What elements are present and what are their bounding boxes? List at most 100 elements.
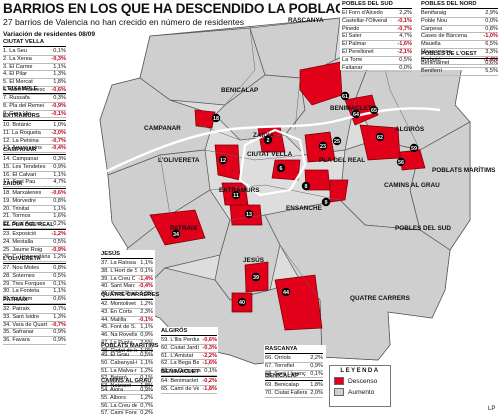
barrio-variation: -0,3% [202,344,217,351]
barrio-marker-11: 11 [231,190,241,200]
barrio-name: 33. Sant Isidre [3,313,40,320]
table-pobles-del-sud: POBLES DEL SUD El Forn d'Alcedo 2,2% Castel… [342,1,412,73]
barrio-variation: 1,1% [53,288,66,295]
barrio-name: 30. La Fonteta [3,288,40,295]
barrio-name: 44. Malilla [101,316,127,323]
table-row: 4. El Pilar 1,3% [3,71,66,80]
barrio-name: Mauella [421,41,441,48]
barrio-variation: -1,2% [51,231,66,237]
table-row: 6. Sant Francesc -0,6% [3,87,66,95]
barrio-variation: 1,2% [53,254,66,261]
table-patraix: PATRAIX 32. Patraix 0,7% 33. Sant Isidre 1,3… [3,297,66,345]
barrio-variation: -2,4% [483,56,498,63]
barrio-name: 26. C. Universitària [3,254,51,261]
barrio-variation: 0,1% [140,267,153,274]
barrio-variation: 0,0% [399,64,412,71]
barrio-variation: -0,6% [202,337,217,343]
district-label-camins-al-grau: CAMINS AL GRAU [384,182,440,189]
barrio-variation: 2,5% [140,339,153,346]
barrio-name: 38. L'Hort de Senabre [101,267,138,274]
legend-item-aumento: Aumento [334,388,390,396]
legend-swatch-gray [334,388,344,396]
table-olivereta: L'OLIVERETA 27. Nou Moles 0,8% 28. Soternes… [3,256,66,304]
barrio-variation: 0,9% [53,329,66,336]
barrio-name: Pinedo [342,25,360,32]
barrio-name: 13. Arrancapins [3,145,42,152]
barrio-variation: 3,3% [485,48,498,55]
barrio-name: 51. La Malva-rosa [101,367,137,374]
barrio-marker-40: 40 [237,297,247,307]
barrio-name: 20. Trinitat [3,205,30,212]
barrio-variation: 2,0% [310,389,323,396]
barrio-variation: 2,3% [140,308,153,315]
table-pla-del-real: EL PLA DEL REAL 23. Exposició -1,2% 24. Mes… [3,222,66,263]
table-row: 13. Arrancapins -0,4% [3,145,66,154]
barrio-variation: 1,2% [140,301,153,307]
barrio-variation: 1,1% [140,324,153,331]
barrio-name: 66. Orriols [265,355,291,361]
barrio-variation: 0,1% [310,370,323,377]
barrio-variation: -2,0% [51,129,66,136]
barrio-patch-18 [194,109,216,129]
table-row: 60. Ciutat Jardí -0,3% [161,345,217,353]
table-row: 53. Natzaret 1,8% [101,383,153,391]
barrio-marker-34: 34 [171,229,181,239]
table-pobles-de-l-oest: POBLES DE L'OEST Benimàmet 0,6% Beniferri 5,… [421,51,498,76]
svg-text:56: 56 [398,160,404,166]
barrio-name: Benifaraig [421,10,447,16]
barrio-variation: 1,8% [53,79,66,86]
barrio-name: 36. Favara [3,337,30,344]
barrio-name: 67. Torrefiel [265,362,295,369]
district-label-benimaclet: BENIMACLET [330,105,372,112]
table-header: BENICALAP [265,373,323,381]
barrio-variation: 5,5% [485,67,498,74]
barrio-variation: -0,7% [51,321,66,328]
table-header: POBLES DEL SUD [342,1,412,9]
barrio-name: 5. El Mercat [3,79,33,86]
barrio-variation: 0,8% [53,265,66,271]
svg-text:12: 12 [220,158,226,164]
table-row: El Perellonet -2,1% [342,49,412,57]
barrio-patch-12 [214,144,241,181]
table-row: La Torre 0,5% [342,57,412,65]
table-header: L'EIXAMPLE [3,86,66,94]
barrio-name: 68. Sant Llorenç [265,370,306,377]
barrio-name: 1. La Seu [3,48,27,54]
barrio-name: 47. La Punta [101,339,133,346]
table-row: 22. Sant Antoni 0,2% [3,221,66,229]
barrio-marker-64: 64 [351,109,361,119]
svg-text:8: 8 [305,184,308,190]
barrio-variation: 0,9% [140,387,153,393]
barrio-name: 11. La Roqueta [3,129,41,136]
table-row: 2. La Xerea -0,3% [3,56,66,64]
table-header: ALGIRÓS [161,328,217,336]
barrio-name: El Perellonet [342,48,374,55]
barrio-marker-56: 56 [396,157,406,167]
barrio-name: El Forn d'Alcedo [342,10,383,16]
barrio-variation: 0,5% [53,238,66,245]
barrio-variation: 1,1% [53,63,66,70]
legend-swatch-red [334,377,344,385]
barrio-name: 45. Font de S. Lluís [101,324,137,331]
barrio-variation: 0,3% [53,95,66,101]
table-row: El Forn d'Alcedo 2,2% [342,10,412,18]
barrio-variation: 0,1% [140,375,153,382]
barrio-variation: -1,8% [202,385,217,392]
barrio-variation: 0,9% [53,163,66,170]
barrio-name: 7. Russafa [3,95,30,101]
barrio-marker-9: 9 [321,197,331,207]
barrio-name: Borbotó [421,56,441,63]
barrio-variation: -1,6% [397,41,412,48]
barrio-name: 23. Exposició [3,231,37,237]
svg-text:34: 34 [173,232,179,238]
barrio-name: El Palmar [342,41,367,48]
district-label-algiros: ALGIRÓS [395,124,425,133]
barrio-variation: 2,2% [310,355,323,361]
barrio-name: La Torre [342,56,363,63]
table-row: 55. Albors 1,2% [101,395,153,403]
district-label-quatre-carrers: QUATRE CARRERS [350,295,411,302]
table-row: Cases de Bàrcena -1,0% [421,33,498,42]
table-row: 36. Favara 0,9% [3,337,66,345]
barrio-patch-34 [149,209,206,246]
table-row: Carpesa 0,8% [421,26,498,34]
